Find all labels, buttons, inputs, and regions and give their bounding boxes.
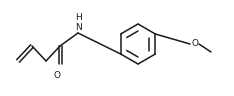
Text: O: O (54, 71, 61, 80)
Text: O: O (191, 39, 198, 48)
Text: H: H (76, 13, 82, 22)
Text: N: N (76, 23, 82, 32)
